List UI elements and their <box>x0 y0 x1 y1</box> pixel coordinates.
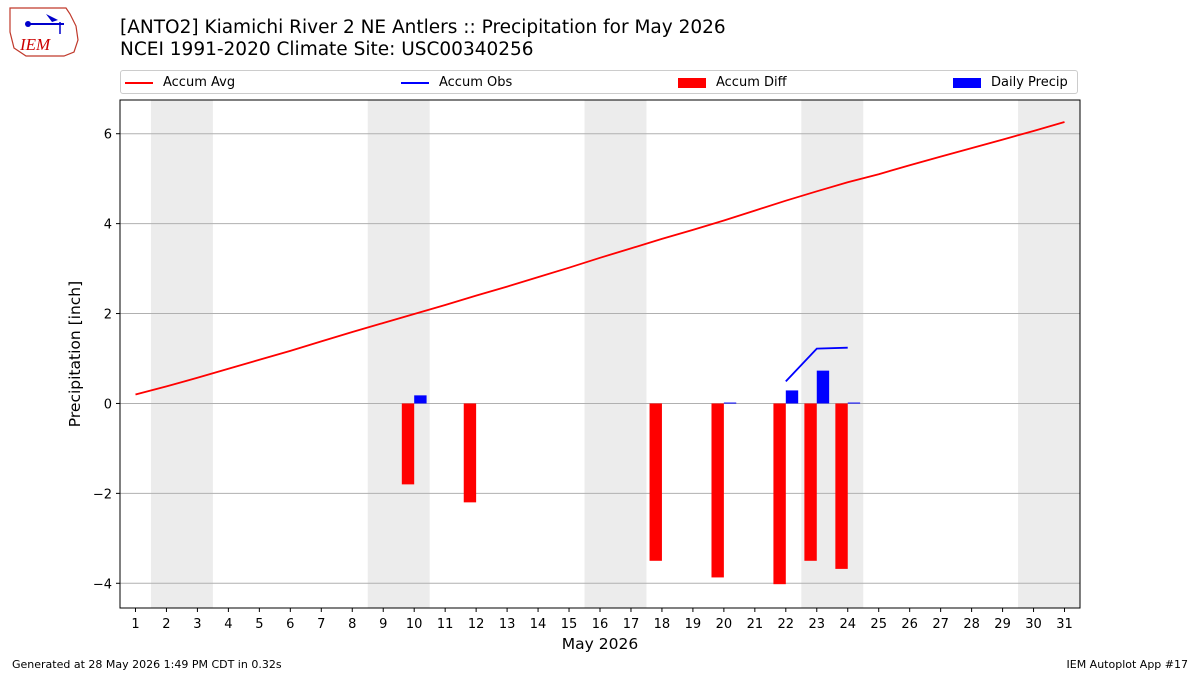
legend-swatch <box>953 78 981 88</box>
y-tick-label: 0 <box>104 397 112 412</box>
app-credit: IEM Autoplot App #17 <box>1066 658 1189 671</box>
x-tick-label: 8 <box>348 617 356 632</box>
weekend-band <box>367 100 430 608</box>
weekend-band <box>584 100 647 608</box>
x-tick-label: 3 <box>193 617 201 632</box>
legend-label: Accum Diff <box>716 75 787 90</box>
legend-swatch <box>401 82 429 84</box>
x-tick-label: 27 <box>932 617 949 632</box>
x-tick-label: 16 <box>592 617 609 632</box>
y-tick-label: 6 <box>104 128 112 143</box>
y-axis-label: Precipitation [inch] <box>66 281 84 427</box>
accum-diff-bar <box>804 403 817 561</box>
legend-label: Accum Avg <box>163 75 236 90</box>
chart-legend: Accum Avg Accum Obs Accum Diff Daily Pre… <box>120 70 1078 94</box>
x-tick-label: 19 <box>685 617 702 632</box>
x-tick-label: 31 <box>1056 617 1073 632</box>
x-tick-label: 29 <box>994 617 1011 632</box>
x-tick-label: 10 <box>406 617 423 632</box>
x-tick-label: 12 <box>468 617 485 632</box>
accum-diff-bar <box>649 403 662 561</box>
x-tick-label: 2 <box>162 617 170 632</box>
x-axis-label: May 2026 <box>562 635 638 653</box>
x-tick-label: 7 <box>317 617 325 632</box>
legend-label: Accum Obs <box>439 75 513 90</box>
x-tick-label: 15 <box>561 617 578 632</box>
weekend-band <box>150 100 213 608</box>
iem-logo: IEM <box>9 7 79 57</box>
x-tick-label: 17 <box>623 617 640 632</box>
daily-precip-bar <box>414 395 427 404</box>
y-tick-label: −2 <box>93 487 112 502</box>
legend-swatch <box>125 82 153 84</box>
accum-diff-bar <box>773 403 786 585</box>
x-tick-label: 23 <box>809 617 826 632</box>
daily-precip-bar <box>785 390 799 404</box>
x-tick-label: 18 <box>654 617 671 632</box>
accum-obs-line <box>785 346 848 383</box>
x-tick-label: 5 <box>255 617 263 632</box>
generated-timestamp: Generated at 28 May 2026 1:49 PM CDT in … <box>12 658 282 671</box>
x-tick-label: 21 <box>747 617 764 632</box>
accum-avg-line <box>135 121 1065 396</box>
x-tick-label: 28 <box>963 617 980 632</box>
x-tick-label: 6 <box>286 617 294 632</box>
daily-precip-bar <box>723 402 737 404</box>
accum-diff-bar <box>835 403 848 569</box>
x-tick-label: 24 <box>839 617 856 632</box>
legend-label: Daily Precip <box>991 75 1068 90</box>
logo-text: IEM <box>19 35 51 54</box>
x-tick-label: 14 <box>530 617 547 632</box>
x-tick-label: 9 <box>379 617 387 632</box>
x-tick-label: 20 <box>716 617 733 632</box>
x-tick-label: 22 <box>778 617 795 632</box>
x-tick-label: 13 <box>499 617 516 632</box>
daily-precip-bar <box>816 370 830 404</box>
accum-diff-bar <box>711 403 724 578</box>
daily-precip-bar <box>847 402 861 404</box>
weekend-band <box>1018 100 1080 608</box>
accum-diff-bar <box>463 403 477 503</box>
x-tick-label: 25 <box>870 617 887 632</box>
y-tick-label: −4 <box>93 577 112 592</box>
chart-subtitle: NCEI 1991-2020 Climate Site: USC00340256 <box>120 39 534 60</box>
legend-swatch <box>678 78 706 88</box>
y-tick-label: 4 <box>104 218 112 233</box>
y-tick-label: 2 <box>104 308 112 323</box>
x-tick-label: 4 <box>224 617 232 632</box>
accum-diff-bar <box>401 403 415 485</box>
x-tick-label: 26 <box>901 617 918 632</box>
x-tick-label: 11 <box>437 617 454 632</box>
x-tick-label: 30 <box>1025 617 1042 632</box>
chart-title: [ANTO2] Kiamichi River 2 NE Antlers :: P… <box>120 17 726 38</box>
x-tick-label: 1 <box>131 617 139 632</box>
